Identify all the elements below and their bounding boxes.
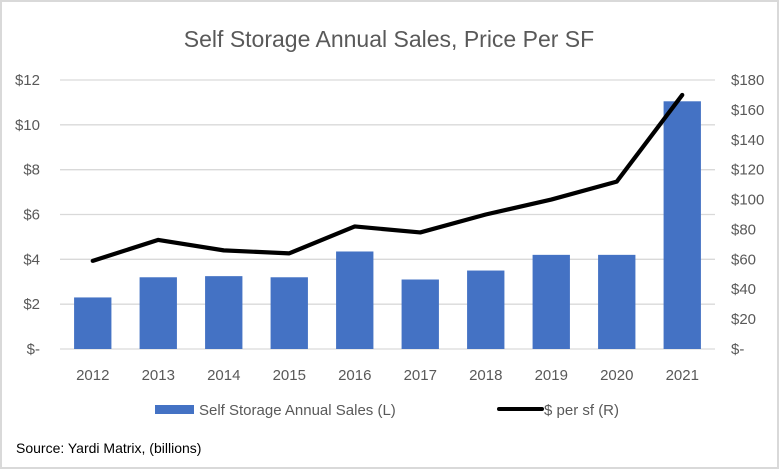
right-tick-label: $80	[731, 221, 756, 238]
bar	[467, 270, 505, 349]
x-tick-label: 2019	[535, 367, 568, 384]
x-tick-label: 2017	[404, 367, 437, 384]
bar	[205, 276, 243, 349]
x-tick-label: 2020	[600, 367, 633, 384]
left-tick-label: $12	[15, 72, 40, 89]
bar	[663, 101, 701, 349]
legend: Self Storage Annual Sales (L) $ per sf (…	[155, 402, 619, 419]
right-tick-label: $120	[731, 162, 764, 179]
x-tick-label: 2013	[142, 367, 175, 384]
left-tick-label: $10	[15, 117, 40, 134]
x-axis: 2012 2013 2014 2015 2016 2017 2018 2019 2020 2021	[76, 367, 699, 384]
legend-swatch-sales	[155, 405, 194, 414]
right-tick-label: $60	[731, 251, 756, 268]
legend-label-sales: Self Storage Annual Sales (L)	[199, 402, 396, 419]
bar	[74, 297, 112, 349]
bar	[139, 277, 177, 349]
x-tick-label: 2021	[666, 367, 699, 384]
left-tick-label: $2	[23, 296, 40, 313]
left-tick-label: $-	[27, 341, 40, 358]
legend-label-price: $ per sf (R)	[544, 402, 619, 419]
bar	[336, 251, 374, 349]
price-line	[90, 92, 685, 263]
right-tick-label: $100	[731, 192, 764, 209]
x-tick-label: 2012	[76, 367, 109, 384]
x-tick-label: 2016	[338, 367, 371, 384]
right-tick-label: $160	[731, 102, 764, 119]
x-tick-label: 2018	[469, 367, 502, 384]
bar	[401, 279, 439, 349]
right-tick-label: $20	[731, 311, 756, 328]
left-axis: $- $2 $4 $6 $8 $10 $12	[15, 72, 40, 358]
left-tick-label: $4	[23, 251, 40, 268]
bar	[270, 277, 308, 349]
bar	[532, 254, 570, 349]
bar-series	[74, 101, 701, 349]
right-tick-label: $40	[731, 281, 756, 298]
left-tick-label: $8	[23, 162, 40, 179]
source-note: Source: Yardi Matrix, (billions)	[16, 440, 201, 456]
x-tick-label: 2014	[207, 367, 240, 384]
right-tick-label: $180	[731, 72, 764, 89]
left-tick-label: $6	[23, 207, 40, 224]
bar	[598, 254, 636, 349]
right-tick-label: $140	[731, 132, 764, 149]
right-tick-label: $-	[731, 341, 744, 358]
chart-title: Self Storage Annual Sales, Price Per SF	[184, 26, 594, 52]
line-series	[90, 92, 685, 263]
x-tick-label: 2015	[273, 367, 306, 384]
right-axis: $- $20 $40 $60 $80 $100 $120 $140 $160 $180	[731, 72, 764, 358]
